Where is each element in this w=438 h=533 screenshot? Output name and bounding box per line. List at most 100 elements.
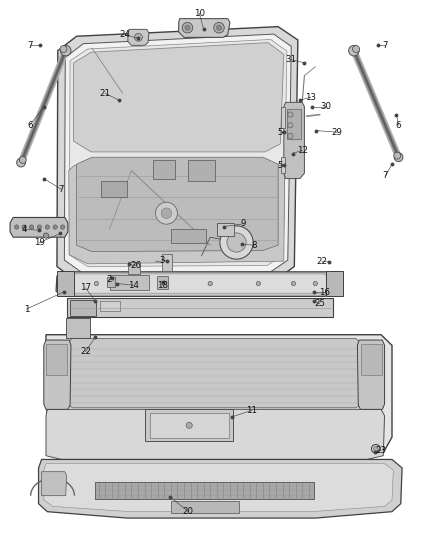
Circle shape (70, 281, 74, 286)
Circle shape (29, 225, 34, 229)
Polygon shape (46, 409, 385, 459)
Bar (70, 300, 96, 316)
Text: 21: 21 (99, 89, 111, 98)
Circle shape (227, 233, 246, 252)
Text: 11: 11 (246, 406, 258, 415)
Polygon shape (77, 157, 278, 252)
Bar (281, 157, 285, 173)
Polygon shape (67, 298, 333, 317)
Text: 17: 17 (80, 284, 91, 292)
Text: 3: 3 (159, 256, 165, 264)
Bar (326, 271, 343, 296)
Circle shape (185, 25, 190, 30)
Bar (110, 275, 149, 290)
Bar (171, 229, 206, 243)
Text: 31: 31 (286, 55, 297, 64)
Text: 5: 5 (278, 128, 283, 136)
Bar (95, 482, 314, 499)
Bar (281, 107, 285, 128)
Text: 18: 18 (156, 281, 168, 289)
Bar (101, 181, 127, 197)
Bar (162, 254, 172, 271)
Circle shape (17, 158, 25, 167)
Circle shape (125, 281, 129, 286)
Circle shape (164, 281, 169, 286)
Polygon shape (61, 338, 368, 408)
Polygon shape (64, 34, 291, 273)
Circle shape (60, 45, 71, 56)
Polygon shape (69, 165, 285, 264)
Circle shape (288, 112, 293, 117)
Circle shape (186, 422, 192, 429)
Text: 12: 12 (297, 146, 308, 155)
Circle shape (155, 202, 177, 224)
Circle shape (313, 281, 318, 286)
Polygon shape (10, 217, 68, 237)
Bar (66, 318, 90, 338)
Circle shape (94, 281, 99, 286)
Circle shape (220, 226, 253, 259)
Bar (107, 277, 115, 287)
Circle shape (291, 281, 296, 286)
Polygon shape (39, 459, 402, 518)
Polygon shape (128, 29, 149, 45)
Text: 6: 6 (396, 121, 401, 130)
Circle shape (256, 281, 261, 286)
Polygon shape (179, 19, 230, 37)
Bar (188, 160, 215, 181)
Bar (217, 223, 234, 236)
Bar (171, 501, 239, 513)
Circle shape (288, 133, 293, 139)
Text: 13: 13 (305, 93, 317, 101)
Text: 29: 29 (332, 128, 343, 136)
Circle shape (349, 45, 359, 56)
Text: 14: 14 (128, 281, 139, 289)
Polygon shape (284, 102, 304, 179)
Bar (150, 413, 229, 438)
Text: 23: 23 (375, 446, 387, 455)
Text: 9: 9 (240, 220, 246, 228)
Polygon shape (357, 340, 385, 409)
Circle shape (288, 123, 293, 128)
Circle shape (216, 25, 222, 30)
Circle shape (371, 445, 380, 453)
Circle shape (22, 225, 26, 229)
Circle shape (353, 45, 360, 53)
Text: 1: 1 (24, 305, 29, 313)
Text: 4: 4 (21, 225, 27, 233)
Circle shape (214, 22, 224, 33)
Bar (153, 160, 175, 179)
Circle shape (14, 225, 19, 229)
Bar (361, 344, 382, 375)
Text: 7: 7 (383, 41, 388, 50)
Polygon shape (58, 274, 330, 293)
Text: 10: 10 (194, 9, 205, 18)
Text: 25: 25 (314, 300, 325, 308)
Polygon shape (44, 340, 71, 409)
Bar (287, 109, 301, 139)
Circle shape (161, 208, 172, 219)
Text: 19: 19 (34, 238, 45, 247)
Text: 24: 24 (119, 30, 131, 39)
Circle shape (60, 45, 67, 53)
Circle shape (19, 156, 26, 164)
Polygon shape (46, 335, 392, 457)
Text: 16: 16 (318, 288, 330, 296)
Polygon shape (42, 472, 67, 496)
Bar (100, 301, 120, 311)
Circle shape (53, 225, 57, 229)
Text: 6: 6 (27, 121, 32, 130)
Text: 7: 7 (383, 172, 388, 180)
Circle shape (60, 225, 65, 229)
Text: 30: 30 (321, 102, 332, 111)
Circle shape (43, 233, 49, 238)
Text: 5: 5 (278, 161, 283, 169)
Text: 20: 20 (183, 507, 194, 516)
Text: 22: 22 (80, 348, 91, 356)
Polygon shape (44, 464, 393, 512)
Text: 2: 2 (107, 276, 112, 284)
Bar (57, 271, 74, 296)
Polygon shape (69, 39, 287, 266)
Circle shape (208, 281, 212, 286)
Bar (157, 276, 168, 289)
